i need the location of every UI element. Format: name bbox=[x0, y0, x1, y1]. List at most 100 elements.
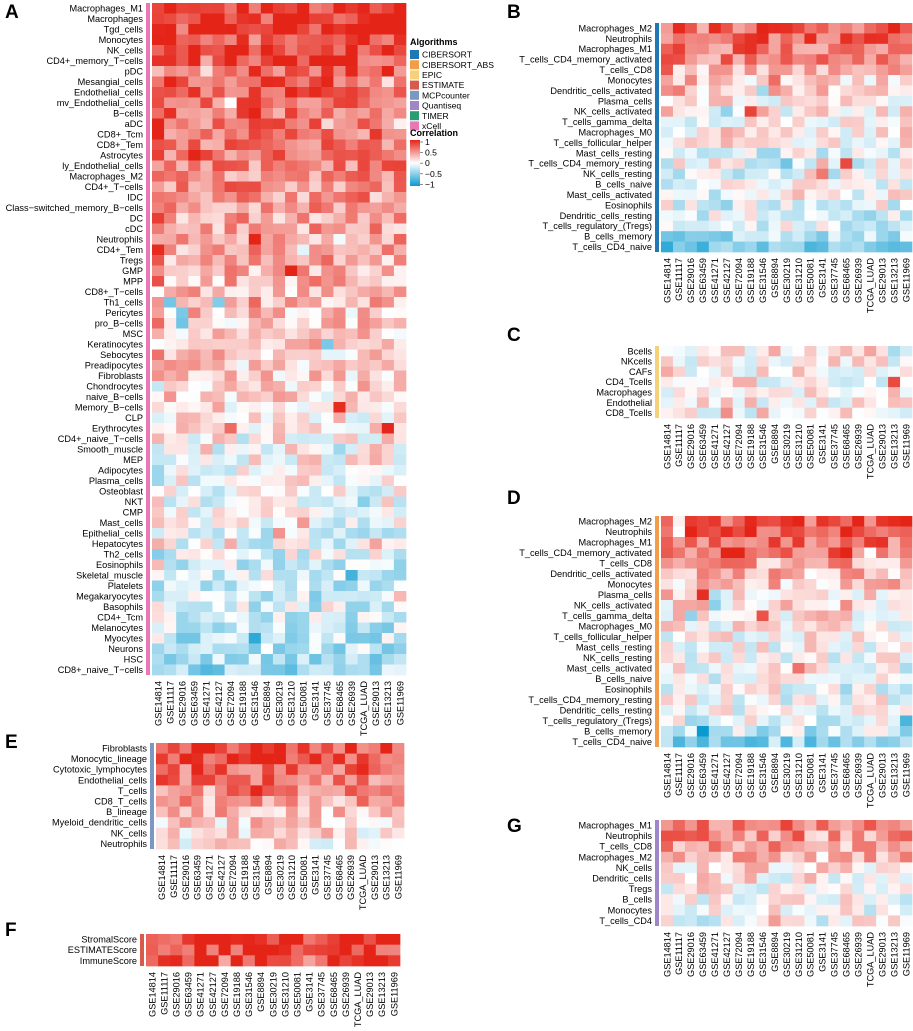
heatmap-cell bbox=[780, 23, 793, 34]
heatmap-cell bbox=[792, 127, 805, 138]
heatmap-cell bbox=[212, 559, 225, 571]
heatmap-cell bbox=[357, 66, 371, 77]
heatmap-cell bbox=[274, 743, 287, 754]
heatmap-cell bbox=[369, 538, 383, 550]
heatmap-cell bbox=[156, 743, 169, 754]
heatmap-cell bbox=[224, 328, 238, 340]
heatmap-cell bbox=[756, 75, 769, 86]
heatmap-cell bbox=[864, 642, 877, 653]
heatmap-cell bbox=[345, 475, 358, 487]
heatmap-cell bbox=[393, 475, 407, 487]
heatmap-cell bbox=[164, 339, 177, 350]
algorithm-bar bbox=[655, 516, 659, 747]
heatmap-cell bbox=[156, 806, 169, 818]
heatmap-cell bbox=[380, 764, 393, 776]
heatmap-cell bbox=[381, 381, 395, 392]
heatmap-cell bbox=[224, 486, 238, 497]
heatmap-cell bbox=[238, 753, 251, 765]
heatmap-cell bbox=[876, 673, 889, 685]
row-label: T_cells bbox=[118, 786, 148, 796]
heatmap-cell bbox=[182, 944, 195, 956]
heatmap-cell bbox=[816, 610, 829, 622]
heatmap-cell bbox=[888, 43, 901, 55]
heatmap-cell bbox=[200, 633, 213, 644]
heatmap-cell bbox=[696, 726, 710, 737]
heatmap-cell bbox=[876, 147, 889, 159]
heatmap-cell bbox=[357, 391, 371, 403]
heatmap-cell bbox=[176, 223, 189, 235]
heatmap-cell bbox=[369, 475, 383, 487]
heatmap-cell bbox=[272, 339, 286, 350]
colorbar-tick-label: 1 bbox=[425, 137, 430, 147]
heatmap-cell bbox=[260, 328, 274, 340]
heatmap-cell bbox=[260, 381, 274, 392]
column-label: GSE8894 bbox=[770, 753, 780, 793]
heatmap-cell bbox=[152, 3, 165, 14]
row-label: Neutrophils bbox=[101, 839, 148, 849]
column-label: GSE31210 bbox=[280, 972, 290, 1017]
heatmap-cell bbox=[756, 915, 769, 927]
heatmap-cell bbox=[309, 244, 322, 256]
heatmap-cell bbox=[369, 402, 383, 413]
heatmap-cell bbox=[732, 210, 746, 222]
heatmap-cell bbox=[792, 883, 805, 895]
heatmap-cell bbox=[888, 407, 901, 419]
heatmap-cell bbox=[756, 526, 769, 538]
heatmap-cell bbox=[368, 827, 381, 839]
heatmap-cell bbox=[888, 356, 901, 367]
heatmap-cell bbox=[840, 631, 853, 643]
heatmap-cell bbox=[816, 621, 829, 632]
heatmap-cell bbox=[206, 955, 219, 967]
heatmap-cell bbox=[852, 95, 865, 107]
heatmap-cell bbox=[804, 537, 817, 548]
heatmap-cell bbox=[684, 376, 698, 388]
column-label: GSE26939 bbox=[854, 753, 864, 798]
heatmap-cell bbox=[357, 412, 371, 424]
heatmap-cell bbox=[260, 24, 274, 35]
heatmap-cell bbox=[327, 934, 340, 946]
heatmap-cell bbox=[900, 356, 913, 367]
heatmap-cell bbox=[744, 652, 757, 664]
row-label: B−cells bbox=[113, 108, 143, 118]
heatmap-cell bbox=[236, 349, 250, 361]
heatmap-cell bbox=[309, 66, 322, 77]
heatmap-cell bbox=[345, 549, 358, 560]
column-label: GSE29013 bbox=[371, 681, 381, 726]
heatmap-cell bbox=[393, 643, 407, 655]
heatmap-cell bbox=[792, 526, 805, 538]
heatmap-cell bbox=[720, 841, 734, 853]
heatmap-cell bbox=[876, 904, 889, 916]
heatmap-cell bbox=[309, 160, 322, 172]
heatmap-cell bbox=[272, 34, 286, 46]
heatmap-cell bbox=[188, 349, 201, 361]
heatmap-cell bbox=[274, 817, 287, 829]
heatmap-cell bbox=[393, 286, 407, 298]
column-label: GSE14814 bbox=[157, 855, 167, 900]
heatmap-cell bbox=[369, 34, 383, 46]
heatmap-cell bbox=[768, 33, 781, 45]
heatmap-cell bbox=[816, 127, 829, 138]
heatmap-cell bbox=[744, 537, 757, 548]
heatmap-cell bbox=[224, 370, 238, 382]
heatmap-cell bbox=[309, 465, 322, 476]
row-label: Neutrophils bbox=[97, 234, 144, 244]
heatmap-cell bbox=[345, 118, 358, 130]
heatmap-cell bbox=[212, 307, 225, 319]
heatmap-cell bbox=[840, 231, 853, 242]
heatmap-cell bbox=[224, 517, 238, 529]
heatmap-cell bbox=[696, 85, 710, 97]
heatmap-cell bbox=[224, 3, 238, 14]
heatmap-cell bbox=[852, 199, 865, 211]
heatmap-cell bbox=[188, 129, 201, 140]
heatmap-cell bbox=[381, 664, 395, 676]
heatmap-cell bbox=[357, 45, 371, 56]
column-label: GSE8894 bbox=[770, 258, 780, 298]
heatmap-cell bbox=[900, 904, 913, 916]
heatmap-cell bbox=[297, 171, 310, 182]
heatmap-cell bbox=[321, 265, 334, 277]
heatmap-cell bbox=[260, 423, 274, 434]
heatmap-cell bbox=[392, 838, 405, 850]
heatmap-cell bbox=[212, 507, 225, 518]
heatmap-cell bbox=[297, 339, 310, 350]
